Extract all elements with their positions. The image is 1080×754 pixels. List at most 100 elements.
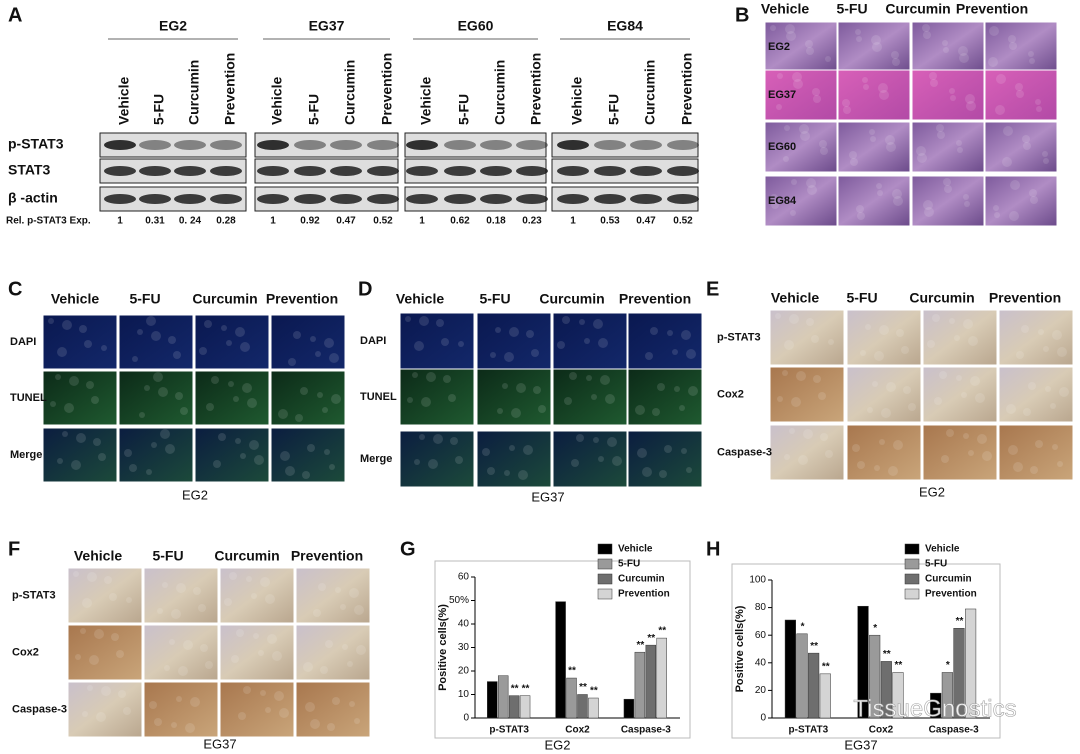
micrograph [219,681,295,738]
column-label: Curcumin [214,548,279,564]
texture [869,129,875,135]
row-label: DAPI [360,335,386,347]
group-name: EG2 [159,18,187,34]
texture [325,640,333,648]
texture [340,604,346,610]
micrograph [42,314,118,370]
texture [635,405,645,415]
rel-value: 0.31 [145,216,165,227]
texture [448,394,456,402]
texture [414,459,420,465]
blot-band [104,194,136,204]
y-tick-label: 30 [458,642,470,653]
micrograph [399,368,475,426]
panel-label: A [8,4,22,26]
panel-label: B [735,4,749,26]
blot-band [480,194,512,204]
micrograph [143,567,219,624]
texture [533,386,541,394]
texture [151,331,161,341]
texture [820,147,828,155]
bar [941,672,953,719]
micrograph [769,424,845,481]
micrograph [67,624,143,681]
texture [879,325,889,335]
texture [101,686,111,696]
caption: EG37 [844,737,877,752]
texture [865,324,871,330]
column-label: Vehicle [51,291,99,307]
blot-band [104,140,136,150]
legend-label: 5-FU [618,559,640,570]
blot-band [557,140,589,150]
rel-value: 0.28 [216,216,236,227]
row-label: β -actin [8,190,58,206]
texture [1029,189,1037,197]
texture [965,94,975,104]
texture [667,330,673,336]
texture [235,438,241,444]
texture [175,392,183,400]
texture [73,571,79,577]
texture [995,105,1005,115]
texture [901,346,909,354]
micrograph [270,370,346,426]
column-label: Curcumin [342,60,358,125]
legend-swatch [904,558,920,570]
blot-band [444,194,476,204]
texture [870,136,876,142]
texture [1030,466,1038,474]
rel-value: 0.52 [373,216,393,227]
texture [1050,403,1056,409]
blot-band [210,166,242,176]
texture [183,640,193,650]
micrograph [399,312,475,370]
texture [265,594,275,604]
texture [852,444,860,452]
micrograph [911,21,985,73]
texture [509,327,519,337]
blot-band [557,194,589,204]
texture [347,661,353,667]
blot-band [516,166,548,176]
significance: * [946,660,950,671]
texture [240,453,246,459]
texture [218,433,226,441]
texture [317,392,323,398]
legend-swatch [904,573,920,585]
group-name: EG60 [458,18,494,34]
texture [204,320,212,328]
significance: ** [810,641,818,652]
texture [324,338,334,348]
texture [349,588,359,598]
texture [850,158,858,166]
blot-box [99,132,247,158]
texture [1008,445,1018,455]
texture [893,440,903,450]
legend-label: Curcumin [618,574,665,585]
row-label: Cox2 [12,646,39,658]
texture [593,319,603,329]
column-label: Prevention [528,53,544,125]
texture [943,47,949,53]
watermark: TissueGnostics [853,695,1016,722]
texture [893,196,903,206]
caption: EG2 [919,484,945,499]
texture [157,608,163,614]
texture [171,609,181,619]
texture [934,397,942,405]
rel-value: 0.23 [522,216,542,227]
texture [637,448,647,458]
texture [490,352,496,358]
texture [126,597,132,603]
column-label: 5-FU [836,1,867,17]
texture [124,449,132,457]
texture [91,396,99,404]
texture [874,465,880,471]
texture [86,381,94,389]
bar [930,692,942,719]
micrograph [270,427,346,483]
texture [231,655,239,663]
texture [57,347,67,357]
texture [790,210,796,216]
